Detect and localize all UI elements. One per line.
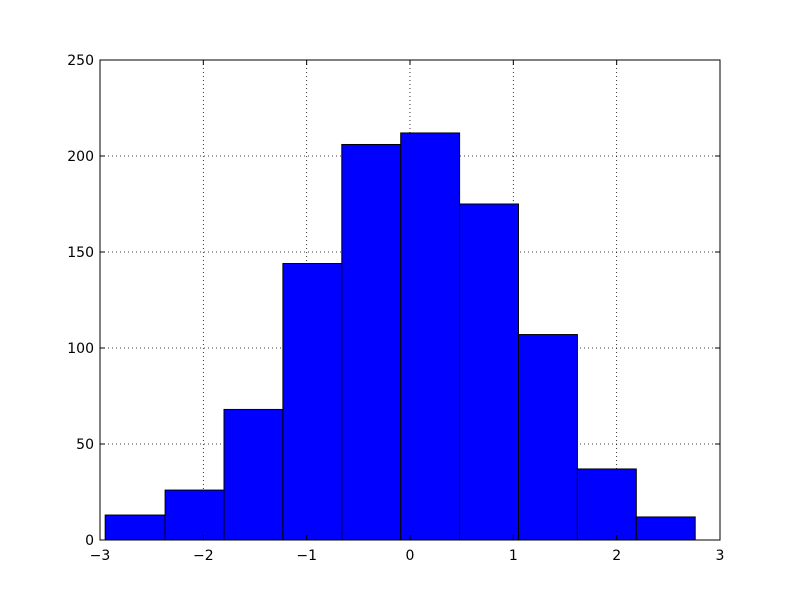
histogram-bars bbox=[104, 132, 696, 541]
y-tick-label: 200 bbox=[67, 149, 94, 165]
y-tick-label: 150 bbox=[67, 245, 94, 261]
histogram-bar bbox=[164, 489, 225, 541]
x-tick-label: 0 bbox=[406, 548, 415, 564]
y-tick-label: 50 bbox=[76, 437, 94, 453]
histogram-bar bbox=[459, 203, 520, 541]
histogram-bar bbox=[341, 143, 402, 541]
histogram-bar bbox=[400, 132, 461, 541]
y-tick-label: 250 bbox=[67, 53, 94, 69]
x-tick-label: 1 bbox=[509, 548, 518, 564]
histogram-bar bbox=[282, 263, 343, 541]
histogram-bar bbox=[223, 408, 284, 541]
histogram-bar bbox=[635, 516, 696, 541]
histogram-bar bbox=[104, 514, 166, 541]
y-tick-label: 100 bbox=[67, 341, 94, 357]
tick-labels: −3 −2 −1 0 1 2 3 0 50 100 150 200 250 bbox=[67, 53, 724, 564]
x-tick-label: −1 bbox=[296, 548, 317, 564]
histogram-bar bbox=[576, 468, 637, 541]
y-tick-label: 0 bbox=[85, 533, 94, 549]
x-tick-label: −2 bbox=[193, 548, 214, 564]
x-tick-label: −3 bbox=[90, 548, 111, 564]
histogram-bar bbox=[518, 334, 578, 541]
x-tick-label: 2 bbox=[612, 548, 621, 564]
axis-ticks bbox=[99, 59, 721, 541]
x-tick-label: 3 bbox=[716, 548, 725, 564]
